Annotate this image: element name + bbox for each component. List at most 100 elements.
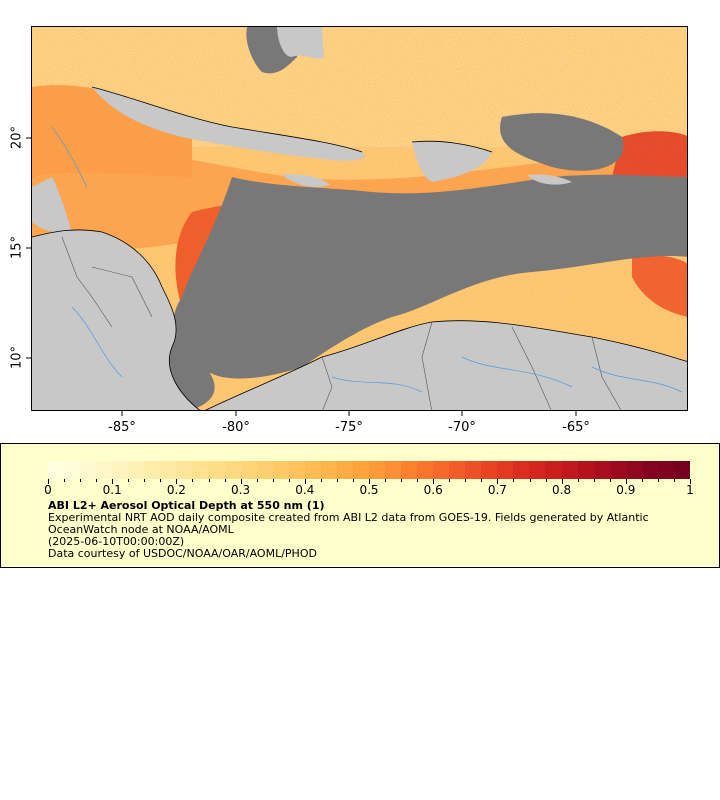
scale-tick: [369, 479, 370, 484]
scale-minor-tick: [673, 479, 675, 482]
scale-minor-tick: [192, 479, 194, 482]
scale-tick-label: 0.7: [487, 483, 507, 497]
color-scale-segment: [224, 461, 241, 479]
color-scale-segment: [433, 461, 450, 479]
color-scale-segment: [240, 461, 257, 479]
scale-minor-tick: [545, 479, 547, 482]
color-scale-segment: [352, 461, 369, 479]
scale-minor-tick: [80, 479, 82, 482]
scale-tick: [304, 479, 306, 484]
scale-tick: [240, 479, 242, 484]
scale-minor-tick: [385, 479, 387, 482]
country-borders: [61, 236, 622, 410]
lon-label-70: -70°: [448, 420, 476, 435]
color-scale-segment: [48, 461, 65, 479]
scale-minor-tick: [417, 479, 419, 482]
color-scale-segment: [625, 461, 642, 479]
land-florida: [277, 27, 324, 59]
nodata-atlantic-east: [500, 113, 624, 171]
scale-minor-tick: [288, 479, 290, 482]
scale-minor-tick: [320, 479, 322, 482]
scale-minor-tick: [128, 479, 130, 482]
scale-tick-label: 0.2: [166, 483, 186, 497]
scale-minor-tick: [96, 479, 98, 482]
land-south-america: [206, 320, 687, 410]
scale-tick-label: 0.4: [295, 483, 315, 497]
legend-panel: 0 0.1 0.2 0.3 0.4 0.5 0.6 0.7 0.8 0.9 1 ABI L2+ Ae…: [0, 443, 720, 568]
color-scale-bar: [48, 461, 690, 479]
color-scale-segment: [641, 461, 658, 479]
legend-credit: Data courtesy of USDOC/NOAA/OAR/AOML/PHO…: [48, 547, 317, 560]
lon-label-80: -80°: [222, 420, 250, 435]
color-scale-segment: [481, 461, 498, 479]
color-scale-segment: [160, 461, 177, 479]
color-scale-segment: [288, 461, 305, 479]
map-canvas: [32, 27, 687, 410]
color-scale-segment: [417, 461, 434, 479]
color-scale-segment: [609, 461, 626, 479]
scale-minor-tick: [144, 479, 146, 482]
scale-tick-label: 0: [44, 483, 52, 497]
scale-minor-tick: [208, 479, 210, 482]
scale-tick: [48, 479, 49, 484]
land-hispaniola: [412, 141, 492, 182]
color-scale-segment: [529, 461, 546, 479]
scale-minor-tick: [64, 479, 66, 482]
color-scale-segment: [96, 461, 113, 479]
land-jamaica: [282, 174, 330, 187]
scale-minor-tick: [577, 479, 579, 482]
scale-tick: [176, 479, 178, 484]
scale-tick-label: 0.8: [552, 483, 572, 497]
coastlines: [32, 86, 687, 410]
lon-label-75: -75°: [335, 420, 363, 435]
color-scale-segment: [657, 461, 674, 479]
color-scale-segment: [128, 461, 145, 479]
color-scale-segment: [384, 461, 402, 479]
color-scale-segment: [593, 461, 610, 479]
scale-minor-tick: [336, 479, 338, 482]
color-scale-segment: [64, 461, 81, 479]
scale-minor-tick: [256, 479, 258, 482]
color-scale-segment: [368, 461, 385, 479]
legend-description: Experimental NRT AOD daily composite cre…: [48, 511, 649, 536]
color-scale-segment: [256, 461, 273, 479]
color-scale-segment: [513, 461, 530, 479]
legend-date: (2025-06-10T00:00:00Z): [48, 535, 185, 548]
color-scale-segment: [497, 461, 514, 479]
scale-minor-tick: [272, 479, 274, 482]
scale-minor-tick: [224, 479, 226, 482]
scale-minor-tick: [160, 479, 162, 482]
scale-tick-label: 1: [686, 483, 694, 497]
lat-label-10: 10°: [9, 345, 25, 370]
color-scale-segment: [336, 461, 353, 479]
color-scale-segment: [673, 461, 690, 479]
scale-minor-tick: [465, 479, 467, 482]
scale-tick-label: 0.3: [231, 483, 251, 497]
aod-map[interactable]: [31, 26, 688, 411]
scale-tick-label: 0.1: [102, 483, 122, 497]
land-puerto-rico: [527, 174, 572, 185]
color-scale-segment: [208, 461, 225, 479]
scale-tick: [561, 479, 563, 484]
color-scale-segment: [80, 461, 97, 479]
scale-minor-tick: [593, 479, 595, 482]
color-scale-segment: [401, 461, 418, 479]
lat-label-20: 20°: [9, 125, 25, 150]
scale-minor-tick: [401, 479, 403, 482]
lon-label-65: -65°: [562, 420, 590, 435]
scale-minor-tick: [513, 479, 515, 482]
nodata-caribbean: [173, 174, 687, 379]
color-scale-segment: [144, 461, 161, 479]
scale-minor-tick: [609, 479, 611, 482]
color-scale-segment: [320, 461, 337, 479]
color-scale-segment: [192, 461, 209, 479]
scale-tick-label: 0.6: [423, 483, 443, 497]
scale-minor-tick: [529, 479, 531, 482]
scale-minor-tick: [641, 479, 643, 482]
color-scale-segment: [304, 461, 321, 479]
legend-text: ABI L2+ Aerosol Optical Depth at 550 nm …: [48, 500, 688, 560]
legend-title: ABI L2+ Aerosol Optical Depth at 550 nm …: [48, 499, 325, 512]
scale-tick: [625, 479, 627, 484]
color-scale-segment: [176, 461, 193, 479]
color-scale-segment: [545, 461, 562, 479]
